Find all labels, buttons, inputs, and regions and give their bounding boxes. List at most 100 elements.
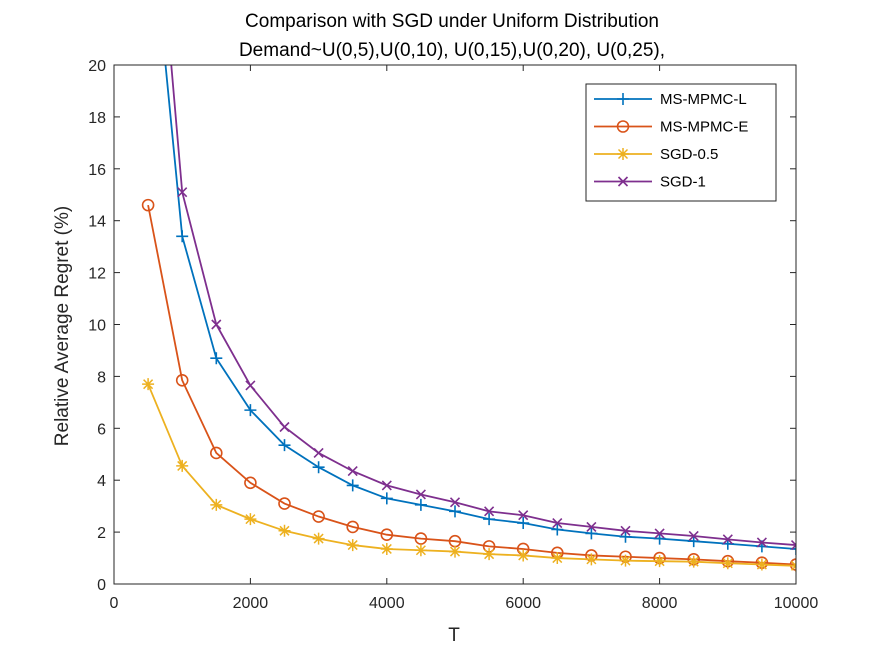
data-point bbox=[585, 553, 598, 566]
x-tick-label: 6000 bbox=[505, 595, 541, 612]
legend-label: SGD-1 bbox=[660, 174, 706, 191]
data-point bbox=[551, 552, 564, 565]
data-point bbox=[176, 459, 189, 472]
data-point bbox=[177, 187, 188, 198]
data-point bbox=[449, 505, 461, 518]
data-point bbox=[245, 380, 256, 391]
data-point bbox=[244, 476, 257, 490]
data-point bbox=[756, 537, 767, 548]
data-point bbox=[414, 532, 428, 545]
data-point bbox=[484, 506, 495, 517]
legend-marker bbox=[617, 93, 629, 105]
x-tick-label: 0 bbox=[110, 595, 119, 612]
y-tick-label: 8 bbox=[97, 369, 106, 386]
y-tick-label: 6 bbox=[97, 421, 106, 438]
y-tick-label: 10 bbox=[88, 318, 106, 335]
x-tick-label: 8000 bbox=[642, 595, 678, 612]
data-point bbox=[346, 520, 360, 534]
data-point bbox=[415, 489, 426, 500]
data-point bbox=[653, 532, 666, 545]
data-point bbox=[790, 540, 796, 551]
data-point bbox=[586, 521, 597, 532]
legend-label: MS-MPMC-L bbox=[660, 91, 747, 108]
data-point bbox=[380, 492, 393, 505]
data-point bbox=[142, 378, 155, 391]
data-point bbox=[380, 542, 393, 555]
data-point bbox=[278, 439, 291, 452]
data-point bbox=[620, 525, 631, 536]
data-point bbox=[313, 447, 324, 459]
data-point bbox=[176, 230, 189, 243]
axes-frame bbox=[113, 64, 797, 585]
y-tick-label: 14 bbox=[88, 214, 106, 231]
y-axis-label: Relative Average Regret (%) bbox=[52, 206, 73, 446]
series-x bbox=[170, 65, 796, 551]
data-point bbox=[653, 555, 666, 568]
y-tick-label: 4 bbox=[97, 473, 106, 490]
data-point bbox=[211, 319, 222, 330]
x-tick-label: 10000 bbox=[774, 595, 819, 612]
data-point bbox=[312, 510, 325, 523]
data-point bbox=[654, 528, 665, 539]
data-point bbox=[483, 548, 496, 561]
data-point bbox=[483, 513, 496, 526]
data-point bbox=[414, 498, 427, 511]
x-axis-label: T bbox=[448, 625, 460, 646]
data-point bbox=[210, 352, 223, 365]
legend-marker bbox=[616, 120, 630, 133]
y-tick-label: 12 bbox=[88, 266, 106, 283]
data-point bbox=[449, 497, 461, 508]
data-point bbox=[244, 404, 257, 417]
data-point bbox=[687, 555, 700, 568]
legend-label: SGD-0.5 bbox=[660, 146, 718, 163]
data-point bbox=[449, 545, 461, 558]
chart-subtitle: Demand~U(0,5),U(0,10), U(0,15),U(0,20), … bbox=[239, 40, 665, 61]
data-point bbox=[210, 498, 223, 511]
data-point bbox=[585, 527, 598, 540]
data-point bbox=[346, 539, 359, 552]
legend: MS-MPMC-L MS-MPMC-E SGD-0.5 SGD-1 bbox=[585, 83, 777, 202]
data-point bbox=[346, 479, 359, 492]
legend-label: MS-MPMC-E bbox=[660, 119, 748, 136]
data-point bbox=[619, 530, 632, 543]
data-point bbox=[688, 530, 699, 542]
data-point bbox=[789, 558, 796, 571]
data-point bbox=[619, 554, 632, 567]
data-point bbox=[381, 480, 392, 491]
data-point bbox=[551, 523, 564, 536]
data-point bbox=[755, 558, 768, 571]
y-tick-label: 0 bbox=[97, 577, 106, 594]
data-point bbox=[279, 421, 290, 433]
data-point bbox=[552, 517, 563, 529]
data-point bbox=[312, 532, 325, 545]
data-point bbox=[517, 549, 530, 562]
data-point bbox=[722, 534, 733, 545]
data-point bbox=[278, 497, 291, 510]
data-point bbox=[175, 373, 189, 387]
data-point bbox=[210, 446, 223, 460]
data-point bbox=[517, 517, 530, 530]
data-point bbox=[312, 461, 325, 474]
x-tick-label: 2000 bbox=[233, 595, 269, 612]
legend-marker bbox=[617, 176, 629, 187]
y-tick-label: 16 bbox=[88, 162, 106, 179]
data-point bbox=[721, 557, 734, 570]
series-line bbox=[170, 65, 796, 546]
data-point bbox=[414, 544, 427, 557]
series-asterisk bbox=[142, 378, 796, 572]
y-tick-label: 2 bbox=[97, 525, 106, 542]
chart-title: Comparison with SGD under Uniform Distri… bbox=[245, 11, 659, 32]
legend-marker bbox=[617, 148, 629, 160]
data-point bbox=[380, 528, 394, 541]
y-tick-label: 18 bbox=[88, 110, 106, 127]
data-point bbox=[518, 510, 529, 521]
data-point bbox=[347, 466, 358, 477]
y-tick-label: 20 bbox=[88, 58, 106, 75]
data-point bbox=[244, 513, 257, 526]
x-tick-label: 4000 bbox=[369, 595, 405, 612]
data-point bbox=[278, 524, 291, 537]
series-circle bbox=[141, 198, 796, 571]
data-point bbox=[687, 535, 700, 548]
data-point bbox=[141, 198, 155, 212]
